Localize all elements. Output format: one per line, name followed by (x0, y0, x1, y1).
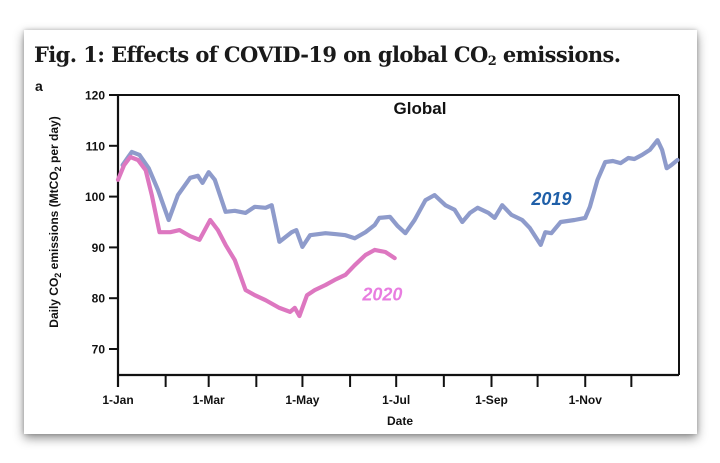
figure-title-subscript: 2 (487, 54, 497, 69)
series-label-2019: 2019 (530, 189, 571, 209)
x-tick-label: 1-Jan (102, 393, 133, 407)
y-axis-title: Daily CO2 emissions (MtCO2 per day) (47, 116, 63, 327)
figure-title-text: Fig. 1: Effects of COVID-19 on global CO (34, 42, 488, 67)
chart-title: Global (394, 99, 447, 118)
y-tick-label: 100 (85, 190, 105, 204)
x-tick-label: 1-Nov (569, 393, 603, 407)
x-tick-label: 1-May (285, 393, 319, 407)
y-axis-title-mid: emissions (MtCO (47, 171, 61, 272)
y-axis-title-post: per day) (47, 116, 61, 166)
y-tick-label: 80 (92, 292, 106, 306)
figure-title-end: emissions. (496, 42, 621, 67)
y-tick-label: 90 (92, 241, 106, 255)
x-tick-label: 1-Jul (382, 393, 410, 407)
x-tick-label: 1-Mar (193, 393, 225, 407)
y-tick-label: 70 (92, 343, 106, 357)
y-axis-title-sub1: 2 (53, 273, 63, 278)
series-line-2019 (120, 138, 680, 249)
figure-title: Fig. 1: Effects of COVID-19 on global CO… (34, 42, 621, 69)
figure-card (24, 30, 697, 434)
y-tick-label: 120 (85, 89, 105, 103)
y-axis-title-sub2: 2 (53, 166, 63, 171)
panel-label: a (35, 78, 43, 94)
x-axis-title: Date (387, 414, 413, 428)
x-tick-label: 1-Sep (475, 393, 508, 407)
y-axis-title-pre: Daily CO (47, 278, 61, 328)
series-layer: 2019 2020 (115, 138, 680, 319)
y-tick-label: 110 (86, 139, 106, 153)
series-label-2020: 2020 (361, 285, 402, 305)
axes: 70 80 90 100 110 120 1-Jan 1-Mar 1-May 1-Jul 1-Sep… (85, 89, 680, 407)
series-line-2020 (115, 154, 397, 319)
